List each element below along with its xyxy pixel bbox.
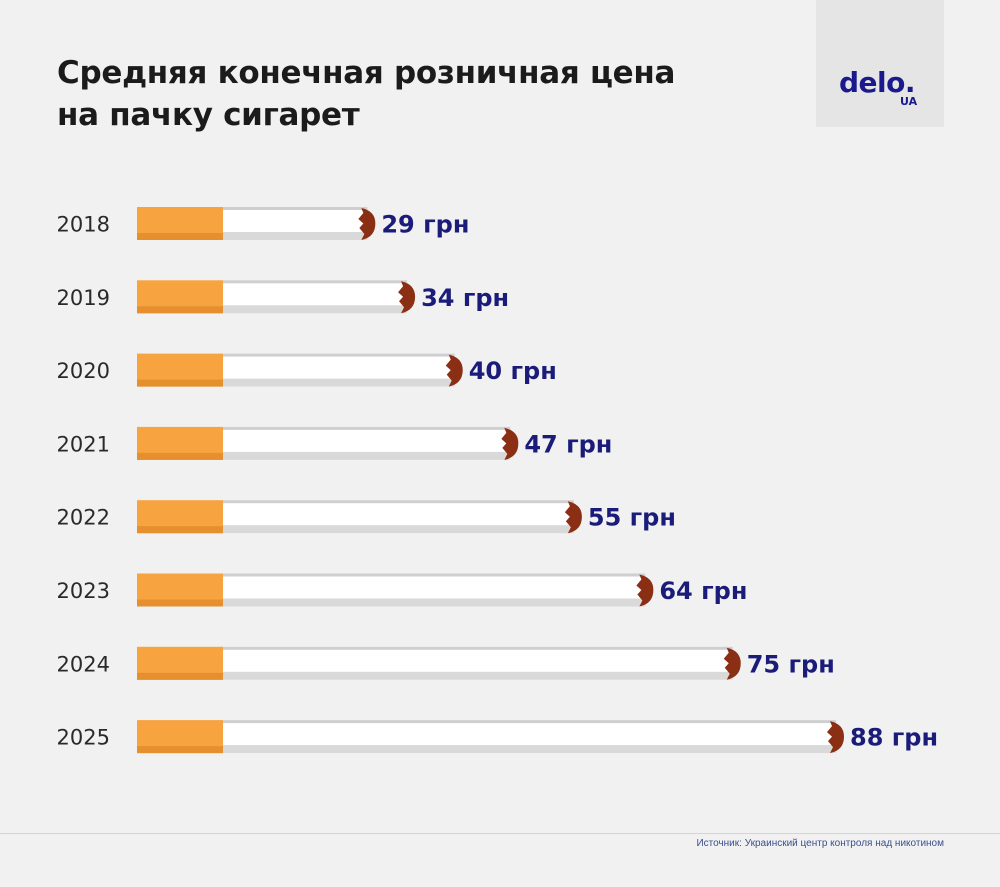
cigarette-paper-shadow — [221, 671, 733, 680]
chart-title: Средняя конечная розничная цена на пачку… — [57, 52, 757, 136]
cigarette-filter-shadow — [137, 233, 223, 240]
burning-tip — [445, 354, 463, 387]
cigarette-paper-edge — [221, 720, 836, 724]
burning-tip — [398, 281, 416, 314]
year-label: 2020 — [57, 359, 110, 383]
cigarette-bar-chart: 2018 29 грн 2019 34 грн 2020 40 грн 2021 47 грн… — [57, 207, 938, 754]
cigarette-paper-edge — [221, 500, 574, 504]
title-line-1: Средняя конечная розничная цена — [57, 55, 676, 91]
cigarette-paper-shadow — [221, 598, 646, 607]
cigarette-paper-edge — [221, 646, 733, 650]
burning-tip — [358, 208, 376, 240]
year-label: 2024 — [57, 652, 110, 676]
logo-text: delo. — [839, 66, 916, 99]
logo-subtext: UA — [900, 95, 918, 108]
burning-tip — [636, 574, 654, 607]
source-note: Источник: Украинский центр контроля над … — [696, 838, 944, 849]
cigarette-paper-edge — [221, 426, 511, 430]
value-label: 75 грн — [747, 650, 835, 678]
year-label: 2019 — [57, 286, 110, 310]
cigarette-paper-edge — [221, 280, 408, 284]
cigarette-filter-shadow — [137, 379, 223, 387]
cigarette-paper-edge — [221, 353, 455, 357]
cigarette-filter-shadow — [137, 526, 223, 534]
value-label: 40 грн — [469, 357, 557, 385]
burning-tip — [564, 501, 582, 534]
cigarette-paper-edge — [221, 573, 646, 577]
cigarette-filter-shadow — [137, 306, 223, 314]
year-label: 2025 — [57, 726, 110, 750]
cigarette-paper-shadow — [221, 451, 511, 460]
cigarette-paper-shadow — [221, 232, 368, 240]
cigarette-paper-shadow — [221, 378, 455, 387]
year-label: 2018 — [57, 213, 110, 237]
cigarette-paper-shadow — [221, 745, 836, 754]
burning-tip — [501, 427, 519, 460]
title-line-2: на пачку сигарет — [57, 97, 360, 133]
cigarette-filter-shadow — [137, 746, 223, 754]
year-label: 2022 — [57, 506, 110, 530]
footer-divider — [0, 833, 1000, 834]
burning-tip — [827, 721, 844, 754]
value-label: 64 грн — [659, 577, 747, 605]
value-label: 88 грн — [850, 724, 938, 752]
logo: delo. UA — [816, 0, 944, 127]
value-label: 55 грн — [588, 504, 676, 532]
cigarette-paper-shadow — [221, 305, 408, 314]
value-label: 47 грн — [524, 430, 612, 458]
cigarette-filter-shadow — [137, 672, 223, 680]
cigarette-filter-shadow — [137, 599, 223, 607]
cigarette-filter-shadow — [137, 452, 223, 460]
year-label: 2021 — [57, 432, 110, 456]
cigarette-paper-edge — [221, 207, 368, 210]
cigarette-paper-shadow — [221, 525, 574, 534]
year-label: 2023 — [57, 579, 110, 603]
burning-tip — [723, 647, 741, 680]
value-label: 34 грн — [421, 284, 509, 312]
value-label: 29 грн — [381, 211, 469, 239]
